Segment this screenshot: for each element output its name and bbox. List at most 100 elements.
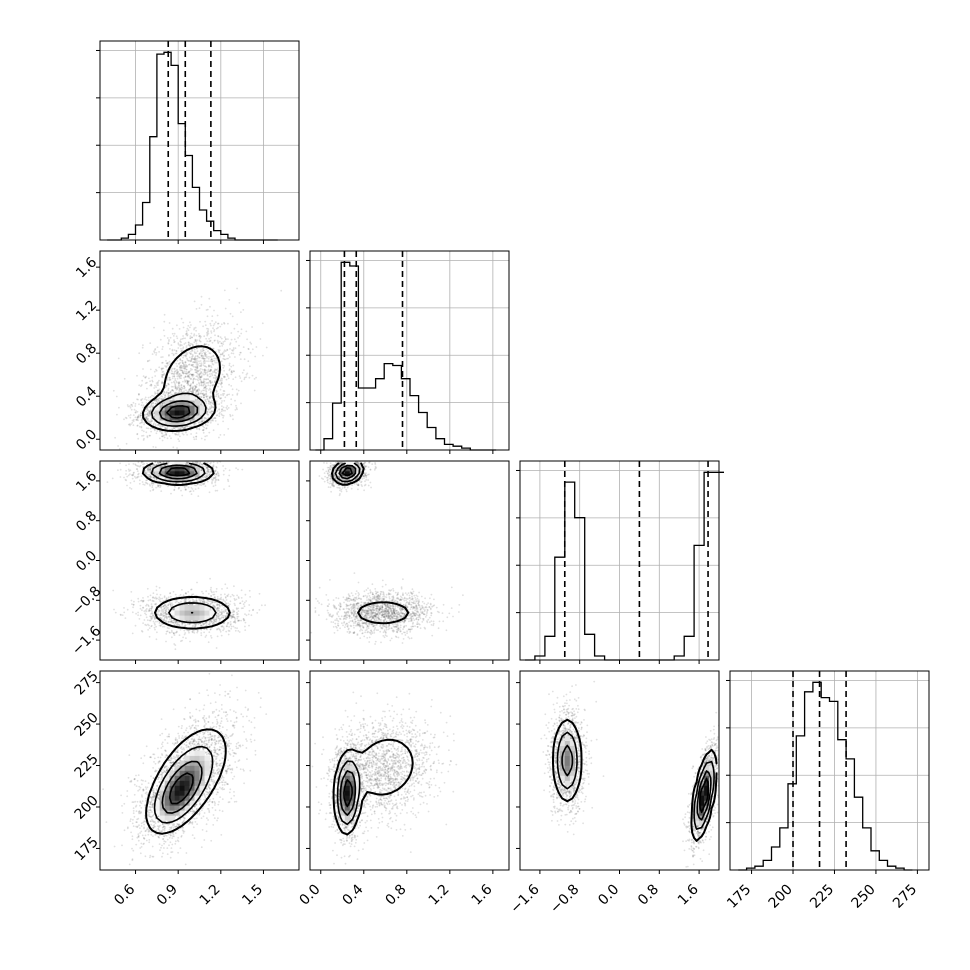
scatter-point: [154, 403, 157, 405]
scatter-point: [198, 365, 201, 367]
density-cell: [194, 415, 200, 421]
scatter-point: [163, 614, 165, 617]
scatter-point: [201, 393, 204, 395]
scatter-point: [232, 613, 235, 616]
scatter-point: [228, 362, 231, 365]
scatter-point: [194, 361, 196, 364]
scatter-point: [235, 388, 238, 391]
scatter-point: [169, 348, 171, 350]
scatter-point: [209, 628, 212, 631]
scatter-point: [208, 397, 211, 400]
scatter-point: [114, 611, 117, 614]
scatter-point: [243, 358, 246, 361]
scatter-point: [226, 348, 229, 351]
scatter-point: [205, 385, 208, 388]
scatter-point: [190, 324, 192, 326]
scatter-point: [139, 464, 142, 467]
scatter-point: [180, 374, 183, 377]
scatter-point: [127, 414, 130, 417]
scatter-point: [196, 398, 199, 401]
histogram-panel-1: [306, 250, 510, 451]
scatter-point: [215, 395, 218, 398]
scatter-point: [191, 375, 194, 378]
scatter-point: [175, 369, 178, 371]
scatter-point: [180, 367, 182, 370]
scatter-point: [145, 399, 148, 401]
scatter-point: [172, 398, 174, 400]
scatter-point: [280, 289, 283, 292]
scatter-point: [175, 381, 178, 384]
scatter-point: [223, 390, 226, 392]
density-cell: [199, 410, 205, 416]
scatter-point: [150, 422, 152, 425]
scatter-point: [218, 349, 221, 352]
panel-frame: [729, 670, 930, 871]
scatter-point: [154, 461, 157, 464]
scatter-point: [182, 356, 185, 359]
scatter-point: [168, 379, 171, 382]
scatter-point: [190, 425, 193, 428]
scatter-point: [210, 332, 213, 334]
scatter-point: [220, 413, 223, 416]
scatter-point: [230, 616, 233, 618]
scatter-point: [167, 607, 170, 609]
scatter-point: [183, 366, 186, 369]
scatter-point: [153, 476, 156, 479]
scatter-point: [206, 378, 209, 380]
scatter-point: [224, 350, 227, 352]
scatter-point: [144, 472, 147, 475]
scatter-point: [220, 383, 223, 386]
scatter-point: [167, 393, 169, 396]
scatter-point: [194, 476, 197, 479]
scatter-point: [205, 366, 208, 368]
scatter-point: [158, 366, 161, 369]
scatter-point: [192, 600, 195, 603]
scatter-point: [175, 482, 178, 485]
scatter-point: [181, 372, 184, 374]
scatter-point: [213, 357, 216, 360]
scatter-point: [170, 344, 173, 346]
scatter-point: [168, 398, 171, 401]
scatter-point: [216, 489, 219, 492]
scatter-point: [136, 415, 139, 418]
scatter-point: [183, 427, 186, 430]
scatter-point: [162, 370, 165, 373]
scatter-point: [149, 408, 152, 411]
scatter-point: [214, 381, 217, 383]
scatter-point: [206, 373, 209, 376]
scatter-point: [209, 379, 212, 382]
scatter-point: [209, 462, 212, 465]
scatter-point: [204, 320, 207, 323]
scatter-point: [156, 424, 159, 427]
scatter-point: [149, 467, 152, 470]
scatter-point: [211, 399, 214, 402]
scatter-point: [206, 475, 208, 478]
scatter-point: [164, 395, 167, 398]
scatter-point: [146, 416, 148, 419]
scatter-point: [165, 613, 168, 616]
scatter-point: [155, 369, 158, 372]
scatter-point: [163, 372, 166, 375]
scatter-point: [197, 479, 200, 481]
scatter-point: [159, 430, 161, 433]
scatter-point: [247, 360, 250, 363]
scatter-point: [148, 635, 151, 638]
scatter-point: [169, 395, 171, 397]
scatter-point: [165, 365, 168, 367]
scatter-point: [200, 380, 203, 383]
scatter-point: [205, 382, 208, 384]
scatter-point: [134, 411, 137, 414]
scatter-point: [149, 380, 152, 383]
scatter-point: [171, 348, 174, 351]
scatter-point: [204, 362, 206, 364]
scatter-point: [249, 341, 252, 344]
scatter-point: [204, 424, 207, 426]
scatter-point: [205, 472, 208, 475]
scatter-point: [220, 337, 223, 340]
scatter-point: [192, 385, 195, 388]
scatter-point: [202, 355, 205, 358]
scatter-point: [173, 381, 176, 384]
scatter-point: [209, 370, 212, 373]
scatter-point: [223, 340, 226, 343]
scatter-point: [246, 338, 249, 341]
